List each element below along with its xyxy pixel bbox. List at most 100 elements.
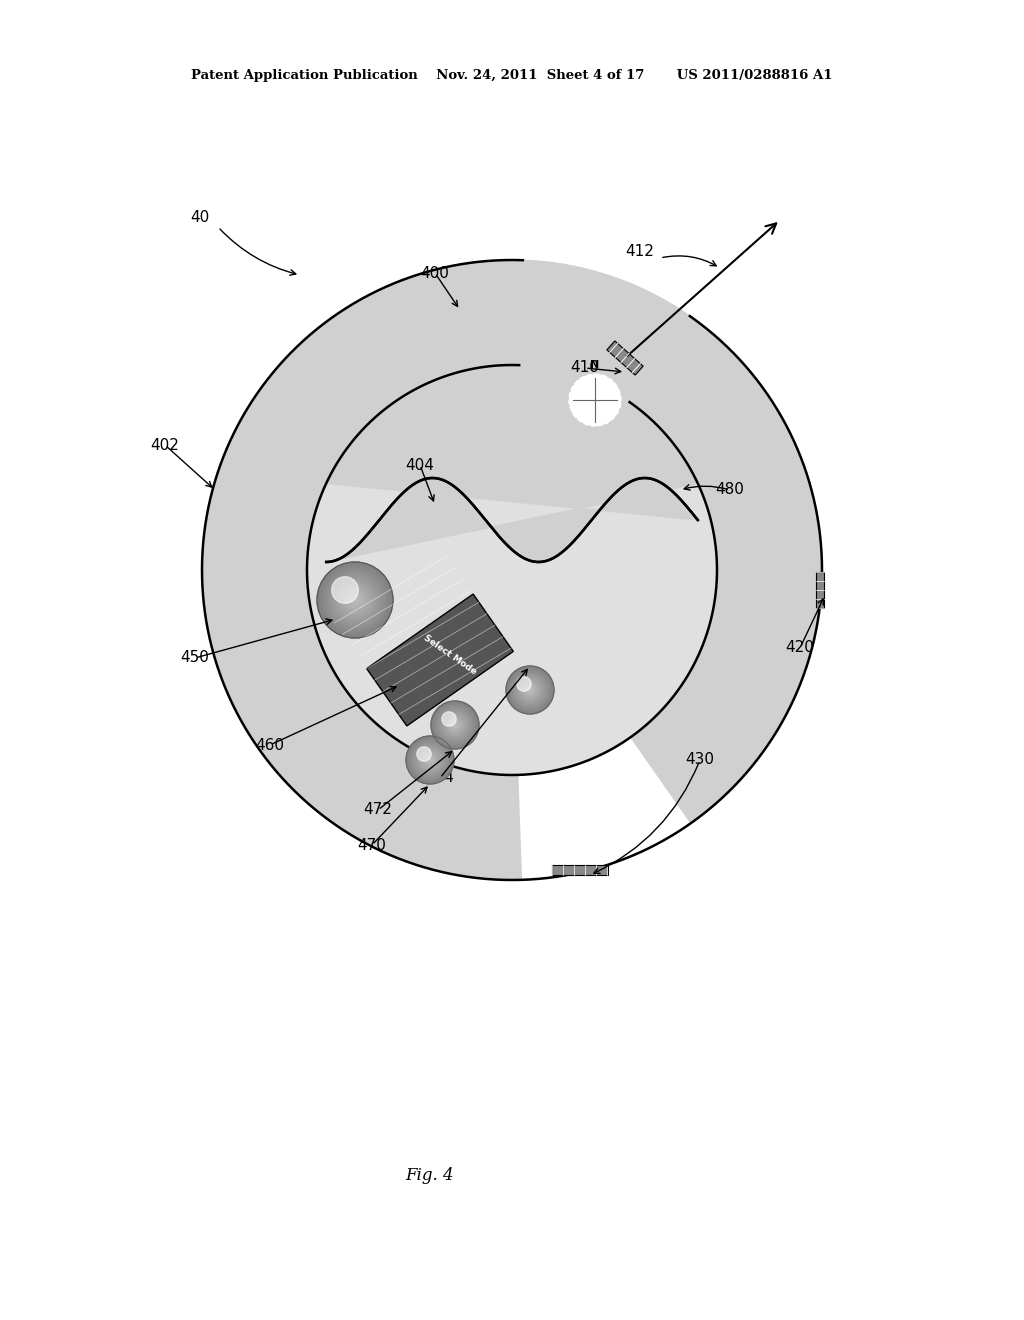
Circle shape: [428, 758, 432, 762]
Circle shape: [319, 564, 391, 636]
Wedge shape: [519, 734, 692, 884]
Polygon shape: [327, 366, 697, 562]
Circle shape: [569, 374, 621, 426]
Circle shape: [345, 590, 365, 610]
Circle shape: [415, 744, 445, 775]
Circle shape: [443, 713, 467, 737]
Circle shape: [425, 755, 435, 766]
Circle shape: [447, 717, 463, 733]
Text: 402: 402: [151, 437, 179, 453]
Polygon shape: [607, 341, 643, 375]
Text: Select Mode: Select Mode: [422, 634, 478, 677]
Circle shape: [409, 739, 451, 781]
Circle shape: [515, 675, 545, 705]
Circle shape: [414, 744, 446, 776]
Circle shape: [410, 741, 450, 780]
Circle shape: [445, 715, 465, 735]
Circle shape: [454, 723, 456, 726]
Circle shape: [444, 714, 466, 737]
Circle shape: [417, 747, 443, 774]
Circle shape: [518, 678, 542, 702]
Circle shape: [337, 582, 373, 618]
Circle shape: [507, 667, 553, 713]
Circle shape: [453, 723, 457, 727]
Circle shape: [307, 366, 717, 775]
Circle shape: [450, 719, 460, 730]
Circle shape: [339, 583, 371, 616]
Text: Patent Application Publication    Nov. 24, 2011  Sheet 4 of 17       US 2011/028: Patent Application Publication Nov. 24, …: [191, 69, 833, 82]
Circle shape: [526, 686, 534, 694]
Circle shape: [513, 673, 547, 708]
Circle shape: [438, 708, 472, 742]
Circle shape: [347, 591, 362, 609]
Text: 480: 480: [716, 483, 744, 498]
Circle shape: [329, 574, 381, 626]
Circle shape: [343, 587, 367, 612]
Circle shape: [423, 752, 437, 767]
Circle shape: [418, 748, 442, 772]
Circle shape: [527, 686, 534, 693]
Circle shape: [441, 711, 457, 726]
Circle shape: [446, 715, 464, 734]
Circle shape: [424, 754, 436, 766]
Text: 400: 400: [421, 265, 450, 281]
Circle shape: [511, 671, 549, 709]
Text: 460: 460: [256, 738, 285, 752]
Circle shape: [516, 676, 544, 704]
Circle shape: [419, 748, 441, 771]
Circle shape: [442, 711, 468, 738]
Circle shape: [434, 704, 476, 746]
Circle shape: [436, 706, 474, 744]
Text: 412: 412: [626, 244, 654, 260]
Circle shape: [509, 669, 551, 711]
Circle shape: [427, 756, 433, 763]
Circle shape: [406, 737, 454, 784]
Circle shape: [517, 677, 543, 704]
Circle shape: [416, 746, 444, 774]
Text: N: N: [591, 360, 600, 370]
Circle shape: [331, 576, 379, 624]
Circle shape: [508, 668, 552, 711]
FancyBboxPatch shape: [816, 572, 824, 609]
Circle shape: [202, 260, 822, 880]
Circle shape: [349, 594, 361, 606]
Circle shape: [451, 721, 459, 729]
Circle shape: [323, 568, 387, 632]
Text: Fig. 4: Fig. 4: [406, 1167, 455, 1184]
Circle shape: [435, 705, 475, 744]
Circle shape: [519, 678, 541, 701]
Circle shape: [422, 752, 438, 768]
Circle shape: [321, 566, 389, 634]
Circle shape: [412, 742, 449, 777]
Circle shape: [327, 572, 383, 628]
Circle shape: [439, 709, 471, 741]
Circle shape: [449, 718, 462, 733]
Circle shape: [523, 682, 537, 697]
Circle shape: [353, 598, 357, 602]
Circle shape: [426, 756, 434, 764]
Circle shape: [520, 680, 540, 700]
Circle shape: [317, 562, 393, 638]
Circle shape: [408, 738, 452, 781]
Circle shape: [420, 750, 440, 770]
Circle shape: [506, 667, 554, 714]
Circle shape: [512, 672, 548, 708]
Text: 410: 410: [570, 360, 599, 375]
Circle shape: [529, 689, 531, 690]
Circle shape: [332, 577, 358, 603]
Circle shape: [449, 719, 461, 731]
Circle shape: [524, 684, 536, 696]
Text: 470: 470: [357, 837, 386, 853]
FancyBboxPatch shape: [552, 865, 608, 875]
Circle shape: [441, 711, 469, 739]
Circle shape: [417, 747, 431, 762]
Circle shape: [437, 708, 473, 743]
Text: 420: 420: [785, 640, 814, 656]
Circle shape: [522, 682, 538, 698]
Text: 474: 474: [426, 771, 455, 785]
Circle shape: [452, 722, 458, 729]
Text: 404: 404: [406, 458, 434, 473]
Circle shape: [325, 570, 385, 630]
Circle shape: [333, 578, 377, 622]
Circle shape: [528, 688, 532, 692]
